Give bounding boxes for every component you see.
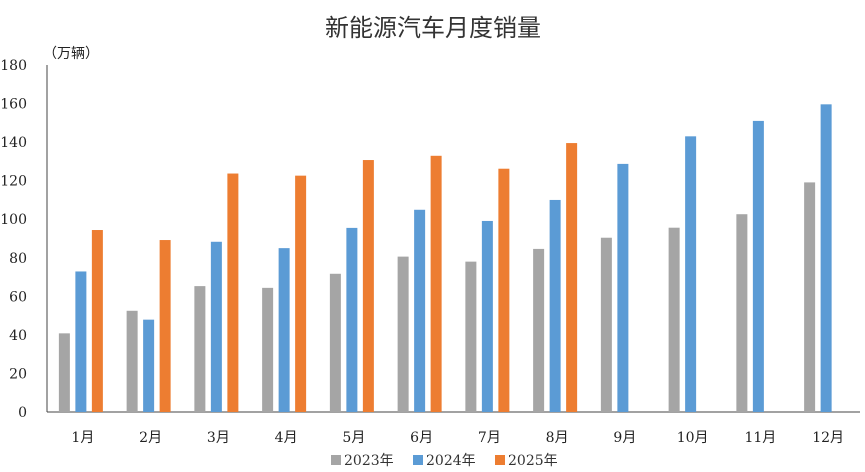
legend-label: 2023年 [344,453,394,469]
bar [262,287,274,412]
bar [159,240,171,412]
y-tick-label: 140 [0,135,27,151]
bar [194,286,206,412]
bar [804,182,816,412]
bar [549,199,561,412]
y-tick-label: 0 [18,405,27,421]
bar [685,136,697,413]
bar [600,237,612,412]
legend-swatch [495,455,505,465]
bar [533,248,545,412]
bar [752,120,764,413]
bar [736,214,748,412]
bar [227,173,239,412]
bar [668,227,680,412]
y-tick-label: 80 [9,251,27,267]
bar [397,256,409,412]
x-tick-label: 8月 [546,430,569,446]
x-tick-label: 2月 [139,430,162,446]
y-axis: 0 20 40 60 80 100 120 140 160 180 [0,58,48,421]
y-tick-label: 60 [9,289,27,305]
x-tick-label: 12月 [812,430,844,446]
legend-swatch [331,455,341,465]
bar [617,163,629,412]
y-tick-label: 160 [0,97,27,113]
chart-title: 新能源汽车月度销量 [325,14,541,42]
bar [278,248,290,412]
bar [126,310,138,412]
legend: 2023年 2024年 2025年 [331,453,558,469]
bar [566,143,578,412]
x-tick-label: 3月 [207,430,230,446]
bar [362,160,374,412]
x-tick-label: 9月 [613,430,636,446]
x-tick-label: 11月 [744,430,776,446]
y-tick-label: 120 [0,174,27,190]
bar [58,333,70,412]
x-tick-label: 7月 [478,430,501,446]
bar [346,227,358,412]
x-tick-label: 4月 [275,430,298,446]
bar [820,104,832,413]
legend-label: 2024年 [426,453,476,469]
y-tick-label: 20 [9,366,27,382]
bar [430,155,442,412]
legend-swatch [413,455,423,465]
x-tick-label: 1月 [71,430,94,446]
y-tick-label: 40 [9,328,27,344]
y-tick-label: 100 [0,212,27,228]
bar [329,273,341,412]
bar [481,220,493,412]
bar [91,230,103,412]
legend-label: 2025年 [508,453,558,469]
bar [498,168,510,412]
y-axis-unit-label: （万辆） [43,46,99,62]
x-tick-label: 6月 [410,430,433,446]
x-tick-label: 5月 [342,430,365,446]
x-tick-label: 10月 [677,430,709,446]
x-axis: 1月 2月 3月 4月 5月 6月 7月 8月 9月 10月 11月 12月 [47,411,860,446]
bars [58,104,832,413]
y-tick-label: 180 [0,58,27,74]
bar [465,261,477,412]
bar [75,271,87,412]
bar [414,209,426,412]
bar [143,319,155,412]
bar [295,175,307,412]
bar [210,241,222,412]
